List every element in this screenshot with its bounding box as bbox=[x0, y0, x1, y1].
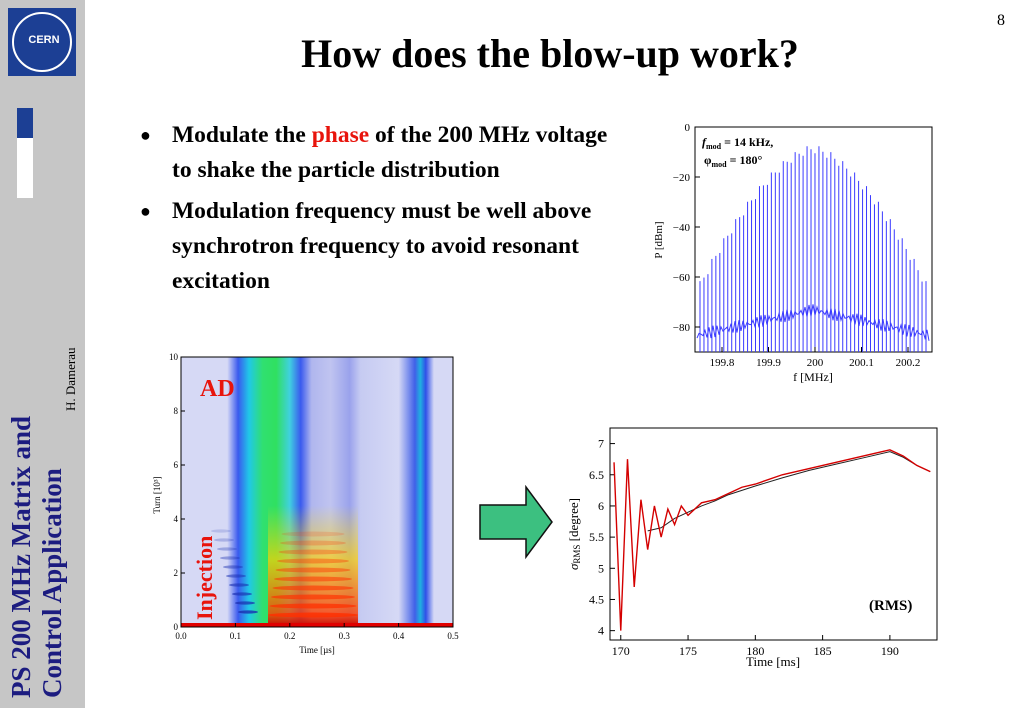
waterfall-ripples bbox=[211, 529, 358, 618]
spectrum-frame bbox=[694, 126, 933, 353]
rms-ytick-label: 6 bbox=[598, 499, 604, 513]
spectrum-xtick-label: 199.8 bbox=[710, 357, 735, 369]
spectrum-ylabel: P [dBm] bbox=[653, 221, 665, 258]
series-measured-line bbox=[613, 449, 931, 631]
bullet-item: ● Modulate the phase of the 200 MHz volt… bbox=[140, 118, 620, 188]
waterfall-xtick-label: 0.3 bbox=[339, 631, 351, 641]
rms-frame bbox=[609, 427, 938, 641]
waterfall-ripple bbox=[229, 583, 249, 587]
rms-ytick-label: 5.5 bbox=[589, 530, 604, 544]
label-ad: AD bbox=[200, 376, 235, 402]
rms-ytick-label: 4 bbox=[598, 624, 604, 638]
waterfall-ripple bbox=[272, 585, 354, 591]
waterfall-core bbox=[268, 357, 358, 627]
rms-xtick-label: 185 bbox=[814, 644, 832, 658]
spectrum-ytick-label: −20 bbox=[673, 172, 691, 184]
waterfall-ylabel: Turn [10³] bbox=[152, 476, 162, 513]
waterfall-ripple bbox=[277, 558, 349, 564]
spectrum-xlabel: f [MHz] bbox=[793, 370, 833, 384]
rms-ytick-label: 5 bbox=[598, 561, 604, 575]
rms-ytick-label: 6.5 bbox=[589, 468, 604, 482]
presentation-title: PS 200 MHz Matrix and Control Applicatio… bbox=[6, 338, 68, 698]
page-number: 8 bbox=[997, 12, 1005, 29]
cern-logo-text: CERN bbox=[28, 34, 60, 46]
waterfall-xtick-label: 0.4 bbox=[393, 631, 405, 641]
waterfall-injection-line bbox=[181, 623, 453, 627]
label-injection: Injection bbox=[192, 536, 217, 620]
waterfall-xtick-label: 0.0 bbox=[175, 631, 187, 641]
spectrum-xtick-label: 200.1 bbox=[849, 357, 874, 369]
waterfall-ripple bbox=[226, 574, 246, 578]
waterfall-ripple bbox=[278, 549, 348, 555]
waterfall-ripple bbox=[268, 612, 358, 618]
rms-ytick-label: 7 bbox=[598, 437, 604, 451]
spectrum-ytick-label: −80 bbox=[673, 322, 691, 334]
rms-label: (RMS) bbox=[869, 598, 912, 614]
waterfall-plot: 0 2 4 6 8 10 0.0 0.1 0.2 0.3 0.4 0.5 Turn [10³] Ti… bbox=[152, 352, 459, 655]
waterfall-ytick-label: 8 bbox=[174, 406, 179, 416]
spectrum-annotation-1: fmod = 14 kHz, bbox=[702, 135, 773, 151]
bullet-list: ● Modulate the phase of the 200 MHz volt… bbox=[140, 118, 620, 305]
waterfall-ripple bbox=[274, 576, 352, 582]
highlight-phase: phase bbox=[311, 122, 370, 148]
bullet-dot-icon: ● bbox=[140, 125, 151, 145]
waterfall-ripple bbox=[217, 547, 237, 551]
spectrum-ytick-label: −60 bbox=[673, 272, 691, 284]
rms-ylabel: σRMS [degree] bbox=[566, 498, 582, 570]
waterfall-ripple bbox=[275, 567, 351, 573]
spectrum-plot: 0 −20 −40 −60 −80 199.8 199.9 200 200.1 200.2 P … bbox=[653, 122, 933, 384]
waterfall-ytick-label: 0 bbox=[174, 622, 179, 632]
waterfall-ripple bbox=[214, 538, 234, 542]
cern-logo: CERN bbox=[8, 8, 76, 76]
waterfall-ripple bbox=[232, 592, 252, 596]
waterfall-ripple bbox=[269, 603, 357, 609]
rms-plot: 4 4.5 5 5.5 6 6.5 7 170 175 180 185 190 σRMS [degr… bbox=[566, 427, 938, 669]
spectrum-noise-floor bbox=[696, 304, 930, 341]
waterfall-ripple bbox=[220, 556, 240, 560]
rms-xlabel: Time [ms] bbox=[746, 654, 800, 669]
waterfall-ripple bbox=[223, 565, 243, 569]
rms-xtick-label: 170 bbox=[612, 644, 630, 658]
rms-xtick-label: 175 bbox=[679, 644, 697, 658]
waterfall-ripple bbox=[280, 540, 346, 546]
spectrum-annotation-2: φmod = 180° bbox=[704, 153, 762, 169]
slide-title: How does the blow-up work? bbox=[301, 31, 799, 76]
bullet-text: Modulate the phase of the 200 MHz voltag… bbox=[172, 122, 608, 183]
rms-xtick-label: 180 bbox=[746, 644, 764, 658]
waterfall-ripple bbox=[235, 601, 255, 605]
waterfall-ripple bbox=[211, 529, 231, 533]
waterfall-ytick-label: 2 bbox=[174, 568, 179, 578]
waterfall-xtick-label: 0.2 bbox=[284, 631, 295, 641]
rms-xtick-label: 190 bbox=[881, 644, 899, 658]
spectrum-ytick-label: 0 bbox=[685, 122, 691, 134]
waterfall-ripple bbox=[271, 594, 355, 600]
bullet-dot-icon: ● bbox=[140, 201, 151, 221]
rms-ytick-label: 4.5 bbox=[589, 592, 604, 606]
author-name: H. Damerau bbox=[63, 347, 78, 411]
waterfall-ytick-label: 6 bbox=[174, 460, 179, 470]
spectrum-xtick-label: 199.9 bbox=[756, 357, 781, 369]
bullet-text: Modulation frequency must be well above … bbox=[172, 198, 592, 294]
spectrum-xtick-label: 200 bbox=[807, 357, 824, 369]
waterfall-ytick-label: 4 bbox=[174, 514, 179, 524]
spectrum-xtick-label: 200.2 bbox=[896, 357, 921, 369]
waterfall-xlabel: Time [µs] bbox=[299, 645, 335, 655]
flag-blue-block bbox=[17, 108, 33, 138]
waterfall-xtick-label: 0.5 bbox=[447, 631, 459, 641]
waterfall-ytick-label: 10 bbox=[169, 352, 179, 362]
arrow-right-icon bbox=[479, 485, 553, 560]
spectrum-ytick-label: −40 bbox=[673, 222, 691, 234]
bullet-item: ● Modulation frequency must be well abov… bbox=[140, 194, 620, 299]
waterfall-xtick-label: 0.1 bbox=[230, 631, 241, 641]
presentation-title-line1: PS 200 MHz Matrix and bbox=[6, 416, 36, 698]
flag-white-block bbox=[17, 138, 33, 198]
waterfall-ripple bbox=[238, 610, 258, 614]
cern-logo-ring-icon: CERN bbox=[12, 12, 72, 72]
sidebar: CERN PS 200 MHz Matrix and Control Appli… bbox=[0, 0, 85, 708]
series-simulation-line bbox=[647, 451, 931, 532]
waterfall-ripple bbox=[281, 531, 345, 537]
spectrum-lines bbox=[696, 146, 930, 352]
